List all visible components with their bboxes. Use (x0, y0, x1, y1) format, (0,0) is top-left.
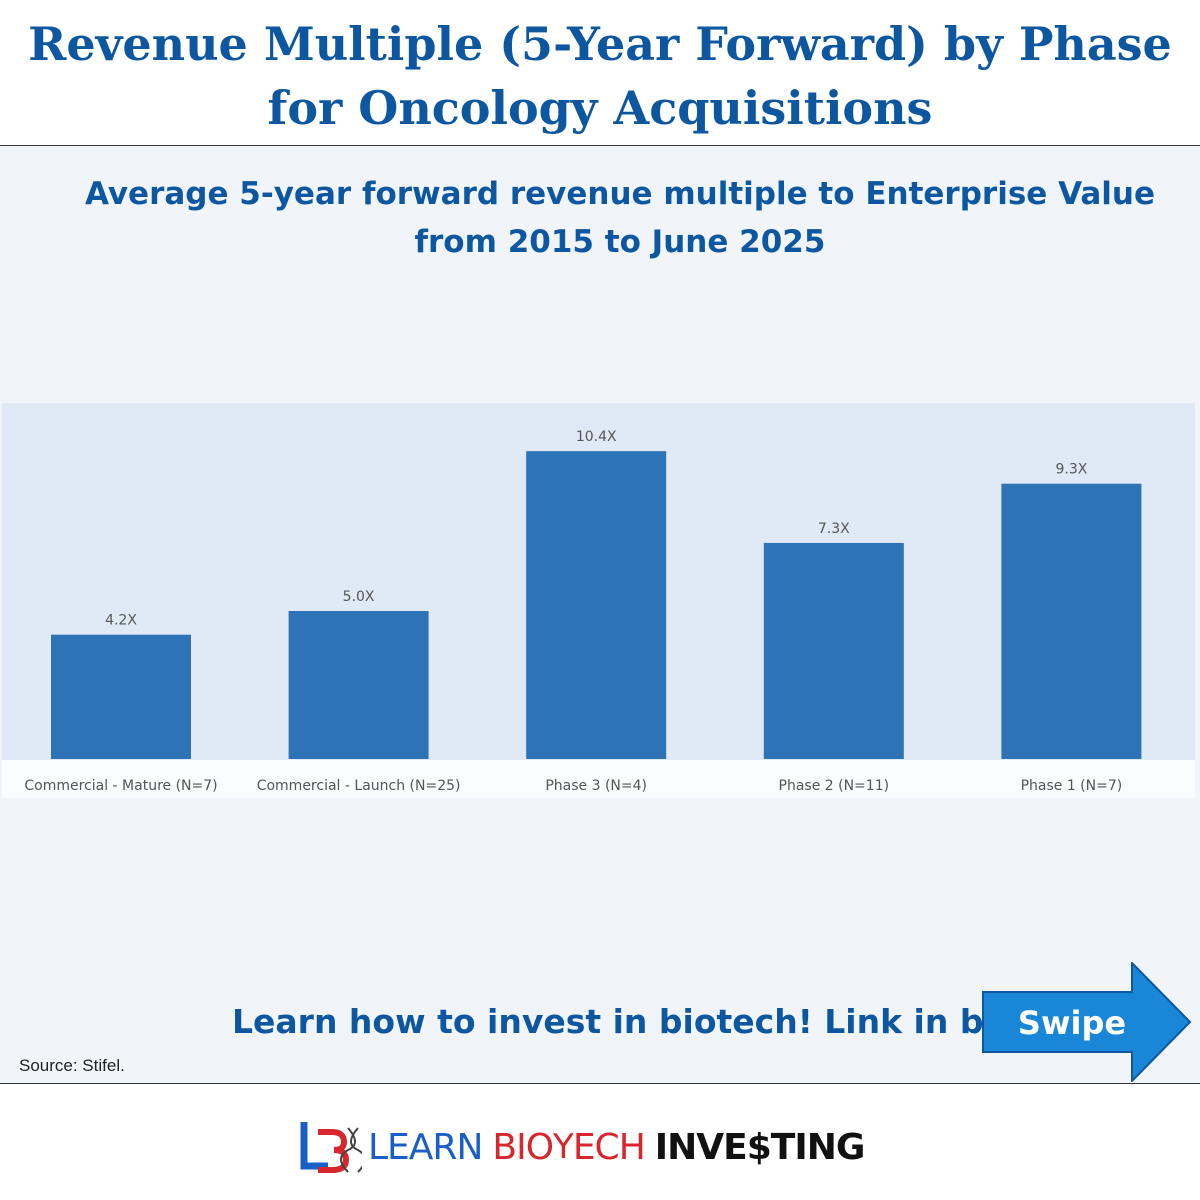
bar (288, 611, 429, 759)
chart-title: Average 5-year forward revenue multiple … (60, 170, 1180, 266)
logo: LEARN BIO Y ECH INVE$TING (300, 1120, 866, 1174)
data-label: 4.2X (105, 613, 137, 629)
swipe-label: Swipe (1018, 1004, 1126, 1042)
bar (526, 451, 667, 759)
cta-text: Learn how to invest in biotech! Link in … (232, 1002, 1018, 1041)
bar-chart: 4.2X Commercial - Mature (N=7) 5.0X Commerc… (2, 403, 1195, 798)
bar (51, 634, 191, 759)
logo-learn: LEARN (368, 1126, 483, 1168)
divider (0, 145, 1200, 146)
category-label: Phase 2 (N=11) (779, 778, 890, 794)
logo-bio: BIO (492, 1126, 554, 1168)
chart-title-line: Average 5-year forward revenue multiple … (84, 176, 1156, 212)
data-label: 10.4X (576, 429, 617, 445)
data-label: 5.0X (343, 589, 375, 605)
logo-investing: INVE$TING (654, 1126, 866, 1168)
divider (0, 1083, 1200, 1084)
antibody-icon: Y (553, 1127, 574, 1167)
chart-subtitle: from 2015 to June 2025 (414, 224, 826, 260)
category-label: Commercial - Mature (N=7) (24, 778, 217, 794)
swipe-button[interactable]: Swipe (982, 962, 1192, 1082)
lb-logo-icon (300, 1122, 362, 1173)
category-label: Phase 3 (N=4) (545, 778, 647, 794)
category-label: Phase 1 (N=7) (1021, 778, 1123, 794)
page-title: Revenue Multiple (5-Year Forward) by Pha… (0, 12, 1200, 140)
bar (1001, 483, 1142, 759)
data-label: 7.3X (818, 521, 850, 537)
category-label: Commercial - Launch (N=25) (257, 778, 461, 794)
arrow-right-icon (982, 962, 1192, 1082)
data-label: 9.3X (1055, 462, 1087, 478)
bar (763, 542, 904, 759)
title-line-1: Revenue Multiple (5-Year Forward) by Pha… (28, 17, 1172, 71)
title-line-2: for Oncology Acquisitions (267, 81, 933, 135)
source-note: Source: Stifel. (19, 1056, 125, 1075)
logo-tech: ECH (572, 1126, 646, 1168)
